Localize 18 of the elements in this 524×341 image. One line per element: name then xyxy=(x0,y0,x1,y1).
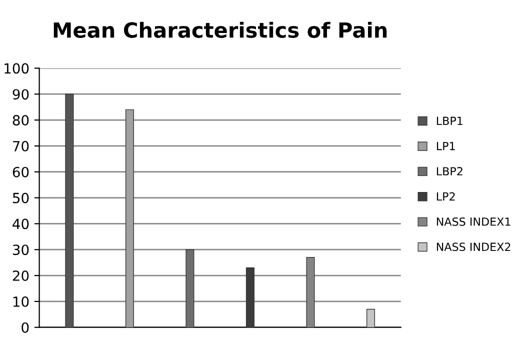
legend-label: LP2 xyxy=(436,192,455,200)
legend-label: LBP2 xyxy=(436,167,462,176)
y-tick-label: 50 xyxy=(12,192,29,204)
y-tick-label: 20 xyxy=(12,270,29,281)
y-tick-label: 80 xyxy=(12,115,29,126)
y-tick-label: 30 xyxy=(12,244,29,256)
chart-title: Mean Characteristics of Pain xyxy=(54,22,387,38)
y-tick-label: 70 xyxy=(13,140,29,152)
y-tick-label: 10 xyxy=(13,296,29,307)
y-tick-label: 100 xyxy=(4,63,29,74)
y-tick-label: 0 xyxy=(22,322,29,333)
legend-label: NASS INDEX1 xyxy=(436,217,510,226)
y-tick-label: 90 xyxy=(12,89,29,100)
legend-label: LP1 xyxy=(436,142,455,150)
legend-label: LBP1 xyxy=(436,116,462,125)
y-tick-label: 40 xyxy=(12,218,29,230)
legend-label: NASS INDEX2 xyxy=(436,242,510,252)
y-tick-label: 60 xyxy=(12,166,29,178)
